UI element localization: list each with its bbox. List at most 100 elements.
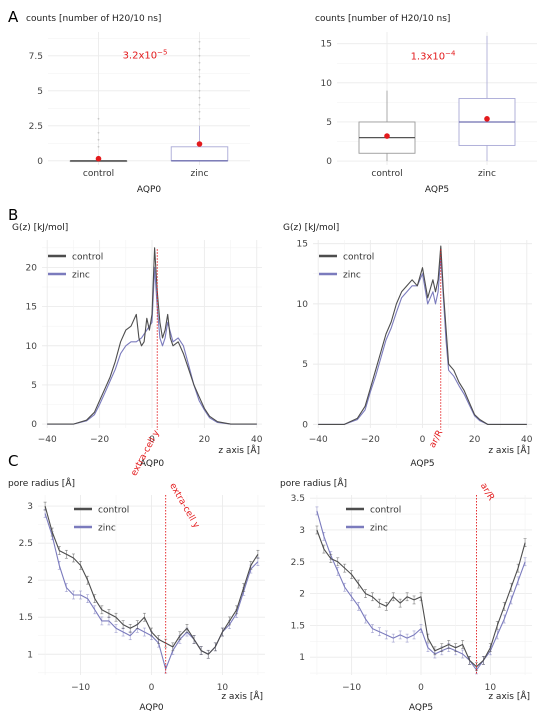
- y-tick-label: 0: [302, 420, 308, 430]
- x-tick-label: 20: [469, 435, 481, 445]
- y-tick-label: 2.5: [29, 122, 43, 132]
- y-axis-title: pore radius [Å]: [280, 477, 347, 489]
- y-tick-label: 2.5: [291, 558, 305, 568]
- y-axis-title: counts [number of H20/10 ns]: [315, 14, 450, 24]
- outlier-point: [97, 145, 100, 148]
- y-tick-label: 15: [297, 240, 308, 250]
- mean-point: [95, 155, 102, 162]
- x-axis-title: AQP5: [425, 185, 449, 195]
- y-tick-label: 5: [37, 87, 43, 97]
- x-axis-unit-label: z axis [Å]: [221, 690, 263, 702]
- y-tick-label: 1.5: [19, 613, 33, 623]
- y-tick-label: 20: [26, 263, 38, 273]
- x-tick-label: −20: [361, 435, 380, 445]
- x-tick-label: 20: [199, 435, 211, 445]
- x-tick-label: 40: [521, 435, 533, 445]
- legend-label: control: [98, 506, 129, 516]
- x-tick-label: control: [371, 169, 402, 179]
- outlier-point: [198, 103, 201, 106]
- x-tick-label: −20: [90, 435, 109, 445]
- y-tick-label: 2: [299, 590, 305, 600]
- y-tick-label: 3.5: [291, 494, 305, 504]
- x-tick-label: −10: [71, 683, 90, 693]
- y-tick-label: 1.5: [291, 621, 305, 631]
- y-axis-title: G(z) [kJ/mol]: [12, 223, 68, 233]
- y-tick-label: 0: [326, 157, 332, 167]
- y-tick-label: 10: [297, 300, 309, 310]
- y-tick-label: 5: [31, 381, 37, 391]
- x-tick-label: −40: [38, 435, 57, 445]
- x-axis-unit-label: z axis [Å]: [218, 444, 260, 456]
- y-tick-label: 1: [299, 653, 305, 663]
- x-tick-label: 0: [418, 683, 424, 693]
- series-line-control: [318, 245, 527, 425]
- chart-C-AQP5: pore radius [Å] 1 1.5 2 2.5 3 3.5 −10 0 10z axis …: [280, 477, 532, 713]
- outlier-point: [198, 96, 201, 99]
- mean-point: [484, 116, 490, 122]
- y-tick-label: 10: [26, 342, 38, 352]
- panel-letter-C: C: [8, 452, 18, 470]
- y-tick-label: 15: [26, 303, 37, 313]
- x-tick-label: 10: [217, 683, 229, 693]
- panel-letter-A: A: [8, 8, 19, 26]
- legend-label: zinc: [343, 271, 361, 281]
- y-axis-title: counts [number of H20/10 ns]: [26, 14, 161, 24]
- x-axis-unit-label: z axis [Å]: [488, 444, 530, 456]
- marker-label: ar/R: [478, 482, 496, 503]
- outlier-point: [198, 89, 201, 92]
- panel-letter-B: B: [8, 206, 18, 224]
- mean-point: [384, 133, 390, 139]
- marker-label: extra-cell y: [129, 428, 162, 478]
- y-tick-label: 1: [27, 650, 33, 660]
- x-tick-label: zinc: [478, 169, 496, 179]
- legend-label: control: [343, 253, 374, 263]
- x-axis-title: AQP0: [139, 703, 164, 713]
- y-tick-label: 3: [299, 526, 305, 536]
- series-line-zinc: [318, 255, 527, 425]
- outlier-point: [198, 54, 201, 57]
- y-tick-label: 10: [321, 79, 333, 89]
- x-axis-title: AQP5: [409, 703, 433, 713]
- legend-label: zinc: [370, 524, 388, 534]
- outlier-point: [198, 47, 201, 50]
- chart-A-AQP0: counts [number of H20/10 ns] 0 2.5 5 7.5 cont…: [26, 14, 250, 195]
- outlier-point: [198, 40, 201, 43]
- outlier-point: [198, 82, 201, 85]
- series-line-zinc: [47, 266, 257, 425]
- x-axis-unit-label: z axis [Å]: [488, 690, 530, 702]
- legend-label: zinc: [98, 524, 116, 534]
- y-tick-label: 5: [302, 360, 308, 370]
- x-tick-label: zinc: [191, 169, 209, 179]
- y-tick-label: 2.5: [19, 539, 33, 549]
- mean-point: [196, 141, 203, 147]
- y-tick-label: 0: [37, 157, 43, 167]
- x-tick-label: 0: [149, 435, 155, 445]
- y-tick-label: 5: [326, 118, 332, 128]
- y-axis-title: G(z) [kJ/mol]: [283, 223, 339, 233]
- chart-C-AQP0: pore radius [Å] 1 1.5 2 2.5 3 −10 0 10z axis [Å]…: [8, 477, 265, 713]
- y-tick-label: 7.5: [29, 52, 43, 62]
- y-axis-title: pore radius [Å]: [8, 477, 75, 489]
- x-tick-label: 0: [420, 435, 426, 445]
- y-tick-label: 3: [27, 502, 33, 512]
- box-body: [170, 146, 229, 162]
- outlier-point: [198, 117, 201, 120]
- x-axis-title: AQP5: [410, 459, 434, 469]
- outlier-point: [97, 117, 100, 120]
- outlier-point: [97, 138, 100, 141]
- x-axis-title: AQP0: [140, 459, 165, 469]
- legend-label: control: [370, 506, 401, 516]
- series-line-control: [47, 247, 257, 425]
- x-tick-label: control: [83, 169, 114, 179]
- x-tick-label: −40: [309, 435, 328, 445]
- chart-B-AQP5: G(z) [kJ/mol] 0 5 10 15 −40 −20 0 20 40z axis [Å]…: [283, 223, 533, 469]
- y-tick-label: 0: [31, 420, 37, 430]
- legend-label: zinc: [72, 271, 90, 281]
- x-tick-label: −10: [342, 683, 361, 693]
- chart-A-AQP5: counts [number of H20/10 ns] 0 5 10 15 contro…: [315, 14, 537, 195]
- outlier-point: [198, 68, 201, 71]
- outlier-point: [198, 110, 201, 113]
- x-axis-title: AQP0: [137, 185, 162, 195]
- x-tick-label: 40: [251, 435, 263, 445]
